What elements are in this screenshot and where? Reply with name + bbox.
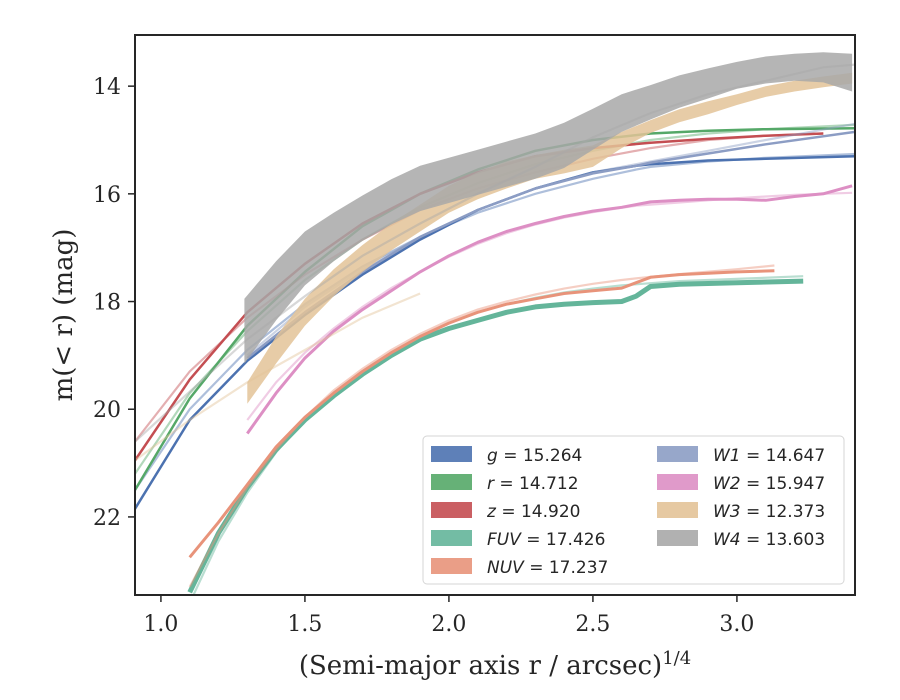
series-layer [135, 52, 855, 595]
legend-swatch-w1 [657, 446, 698, 462]
x-axis-title-exponent: 1/4 [662, 648, 691, 669]
model-curve-w3 [135, 292, 421, 462]
series-w4 [135, 52, 855, 443]
y-axis-ticks: 14 16 18 20 22 [93, 75, 135, 531]
legend-swatch-nuv [431, 558, 472, 574]
data-curve-nuv [188, 269, 775, 559]
x-axis-title-main: (Semi-major axis r / arcsec) [299, 651, 662, 681]
uncertainty-band-w4 [244, 52, 853, 364]
legend-swatch-w3 [657, 502, 698, 518]
y-tick-label: 16 [93, 183, 121, 208]
x-tick-label: 1.5 [287, 612, 322, 637]
legend: g = 15.264 r = 14.712 z = 14.920 FUV = 17.4… [422, 435, 845, 585]
legend-box [422, 435, 845, 585]
x-tick-label: 3.0 [719, 612, 754, 637]
legend-label-nuv: NUV = 17.237 [487, 558, 608, 578]
legend-swatch-w2 [657, 474, 698, 490]
series-w3 [135, 72, 853, 462]
legend-swatch-w4 [657, 530, 698, 546]
x-tick-label: 2.0 [431, 612, 466, 637]
legend-label-w1: W1 = 14.647 [713, 446, 825, 466]
legend-label-z: z = 14.920 [486, 502, 580, 522]
legend-label-w4: W4 = 13.603 [713, 530, 825, 550]
plot-frame [134, 34, 856, 596]
data-curve-w2 [246, 184, 853, 435]
legend-label-g: g = 15.264 [487, 446, 582, 466]
x-axis-title: (Semi-major axis r / arcsec)1/4 [299, 648, 691, 681]
legend-swatch-z [431, 502, 472, 518]
y-tick-label: 18 [93, 291, 121, 316]
y-axis-title: m(< r) (mag) [49, 229, 79, 402]
legend-swatch-fuv [431, 530, 472, 546]
x-tick-label: 2.5 [575, 612, 610, 637]
legend-label-fuv: FUV = 17.426 [487, 530, 605, 550]
legend-swatch-g [431, 446, 472, 462]
series-w2 [246, 184, 853, 435]
y-tick-label: 14 [93, 75, 121, 100]
legend-label-w3: W3 = 12.373 [713, 502, 825, 522]
legend-swatch-r [431, 474, 472, 490]
x-axis-ticks: 1.0 1.5 2.0 2.5 3.0 [143, 595, 754, 637]
data-curve-fuv [187, 278, 804, 594]
legend-label-r: r = 14.712 [487, 474, 579, 494]
series-nuv [188, 264, 775, 588]
y-tick-label: 20 [93, 398, 121, 423]
y-tick-label: 22 [93, 506, 121, 531]
legend-label-w2: W2 = 15.947 [713, 474, 825, 494]
x-tick-label: 1.0 [143, 612, 178, 637]
